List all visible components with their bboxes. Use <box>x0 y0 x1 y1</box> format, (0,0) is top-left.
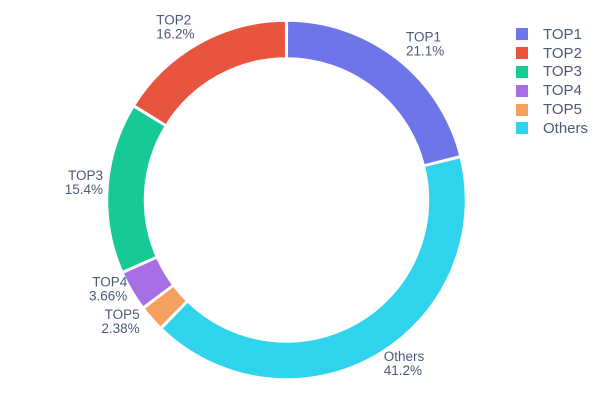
svg-text:TOP4: TOP4 <box>92 275 128 290</box>
svg-text:2.38%: 2.38% <box>101 321 139 336</box>
svg-text:16.2%: 16.2% <box>156 27 194 42</box>
svg-text:15.4%: 15.4% <box>65 182 103 197</box>
svg-text:TOP1: TOP1 <box>406 30 441 45</box>
svg-text:TOP3: TOP3 <box>68 168 103 183</box>
svg-text:TOP5: TOP5 <box>105 307 140 322</box>
svg-text:Others: Others <box>384 349 425 364</box>
svg-text:21.1%: 21.1% <box>406 44 444 59</box>
svg-text:TOP2: TOP2 <box>156 13 191 28</box>
svg-text:3.66%: 3.66% <box>89 289 127 304</box>
svg-text:41.2%: 41.2% <box>384 363 422 378</box>
